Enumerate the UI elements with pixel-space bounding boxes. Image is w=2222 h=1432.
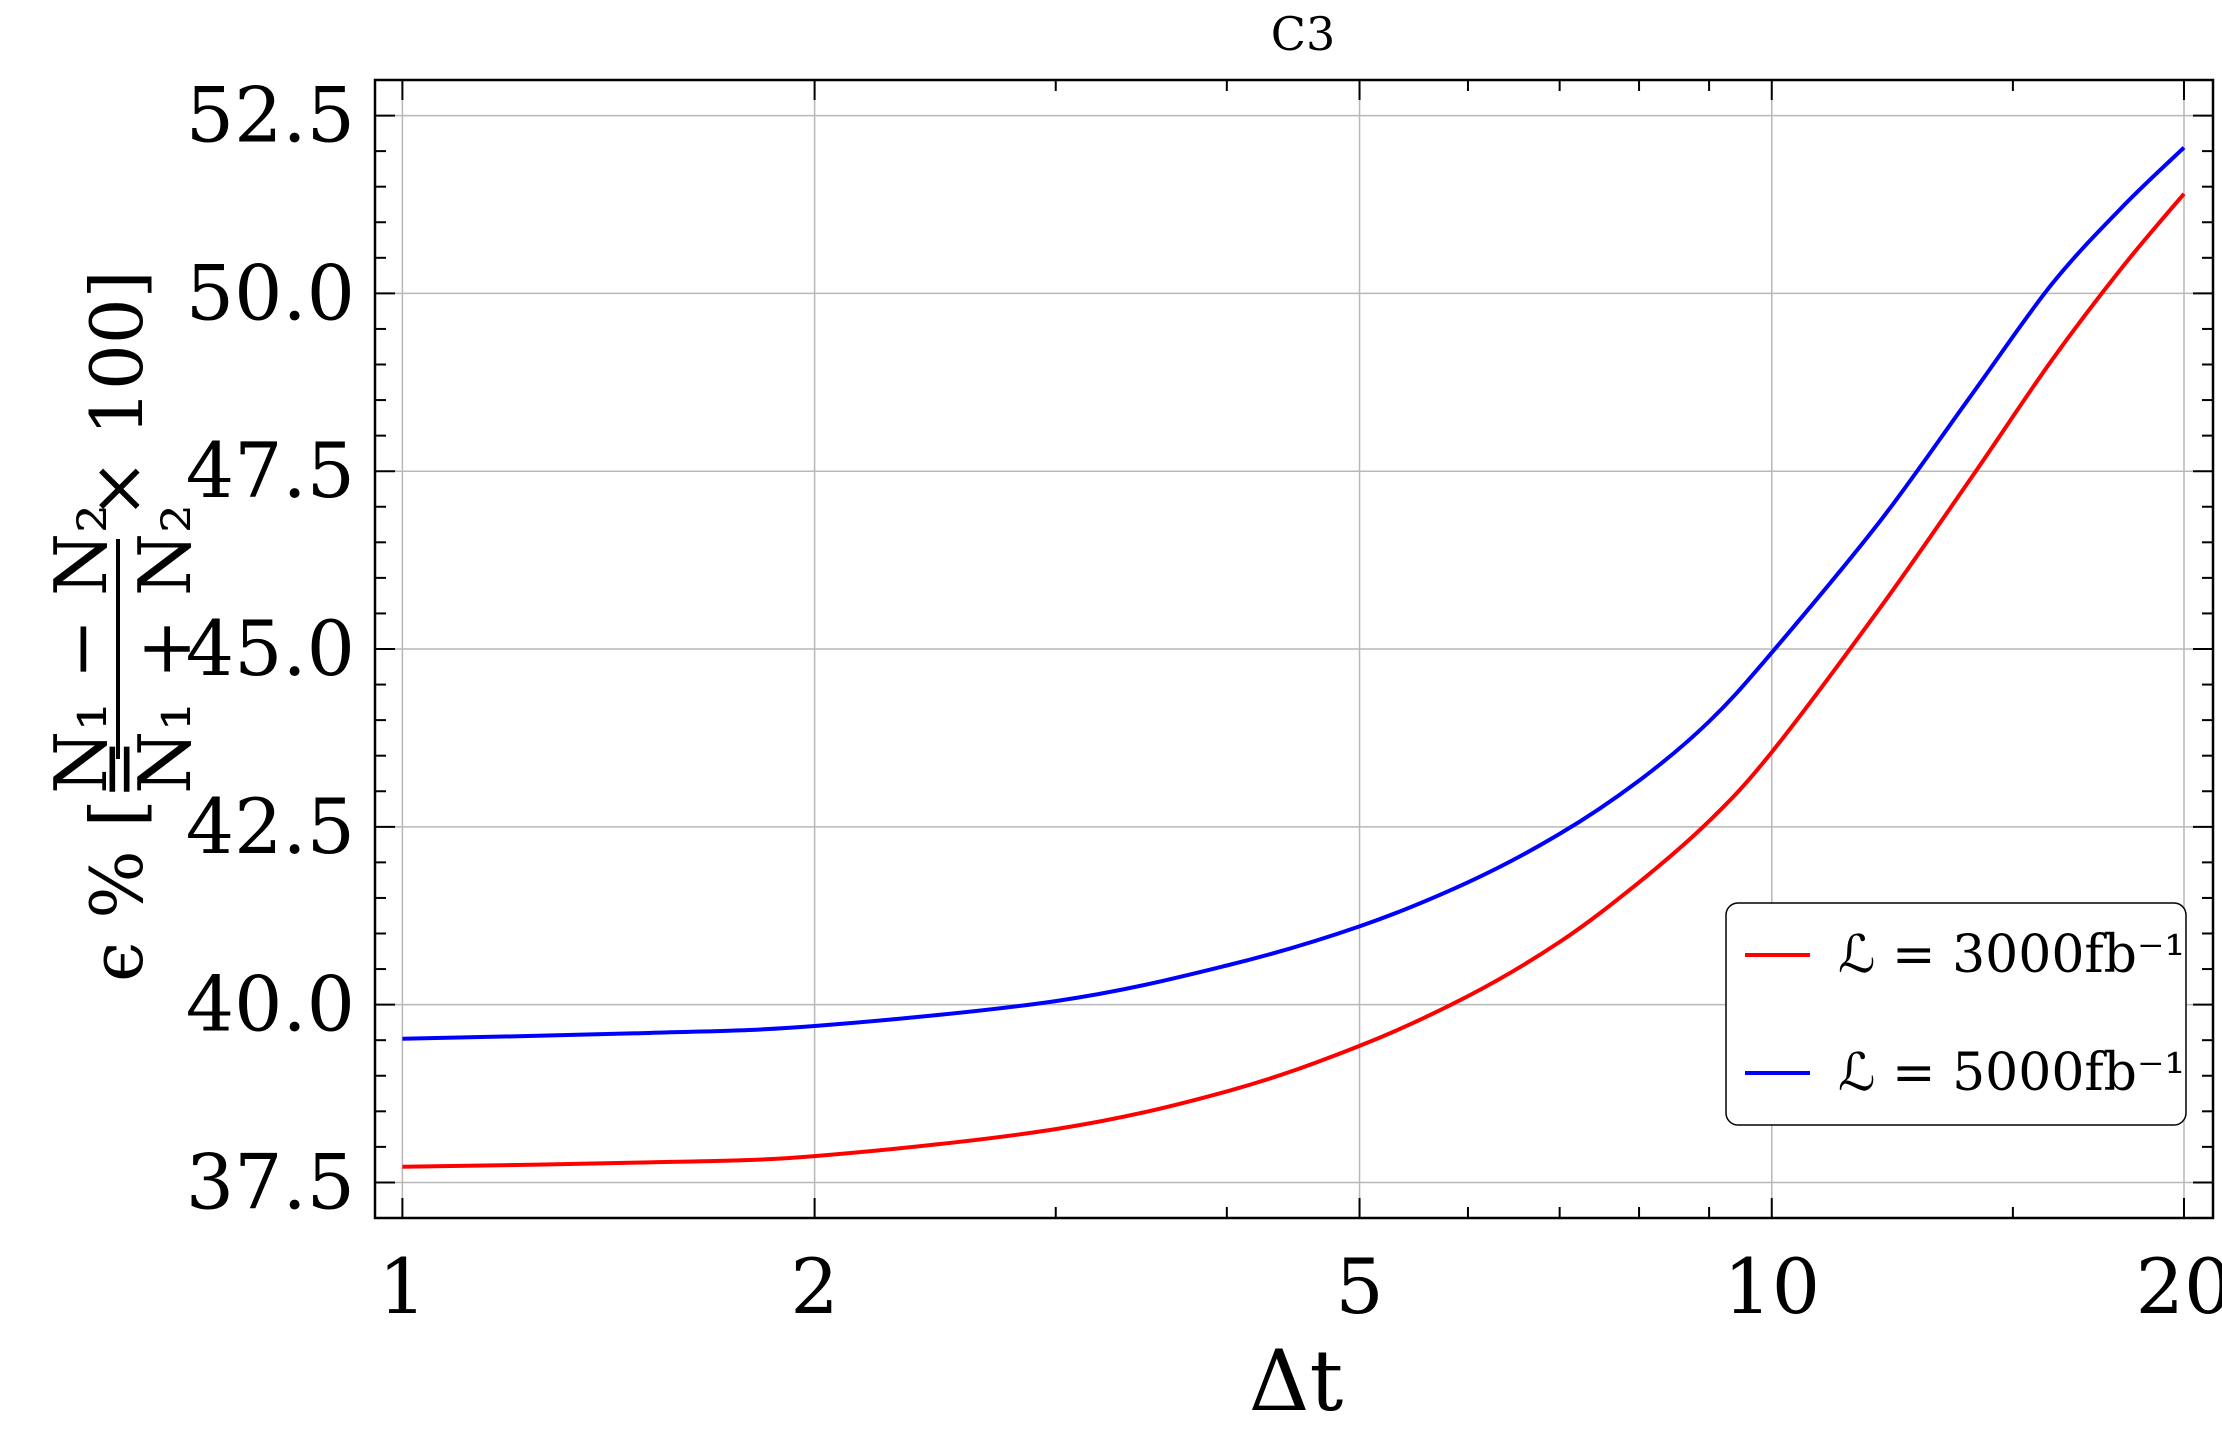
plot-frame [373,78,2215,1220]
y-tick-label: 42.5 [186,782,355,871]
tick-labels: 1 2 5 10 20 37.5 40.0 42.5 45.0 47.5 50.0 52.5 [186,71,2222,1331]
x-tick-label: 5 [1335,1242,1383,1331]
legend-label-3000: ℒ = 3000fb⁻¹ [1838,925,2185,985]
y-tick-label: 50.0 [186,248,355,337]
y-axis-label-numerator: N₁ − N₂ [39,504,123,794]
y-tick-label: 47.5 [186,426,355,515]
legend: ℒ = 3000fb⁻¹ ℒ = 5000fb⁻¹ [1725,902,2187,1126]
series-line-0 [402,192,2186,1169]
y-tick-label: 40.0 [186,960,355,1049]
x-tick-label: 1 [378,1242,426,1331]
y-axis-label-prefix: ϵ % [= [75,739,159,982]
chart-title: C3 [1271,7,1335,61]
y-axis-label-denominator: N₁ + N₂ [123,504,207,794]
axis-ticks [375,80,2213,1218]
y-axis-label-suffix: × 100] [75,270,159,519]
x-tick-label: 2 [790,1242,838,1331]
series-line-1 [402,146,2186,1041]
legend-box [1725,902,2187,1126]
y-axis-label: ϵ % [= N₁ − N₂ N₁ + N₂ × 100] [39,270,207,982]
series-lines [402,146,2186,1169]
y-tick-label: 45.0 [186,604,355,693]
y-tick-label: 52.5 [186,71,355,160]
legend-label-5000: ℒ = 5000fb⁻¹ [1838,1043,2185,1103]
x-tick-label: 20 [2136,1242,2222,1331]
x-axis-label: Δt [1249,1332,1344,1430]
x-tick-label: 10 [1723,1242,1820,1331]
y-tick-label: 37.5 [186,1137,355,1226]
